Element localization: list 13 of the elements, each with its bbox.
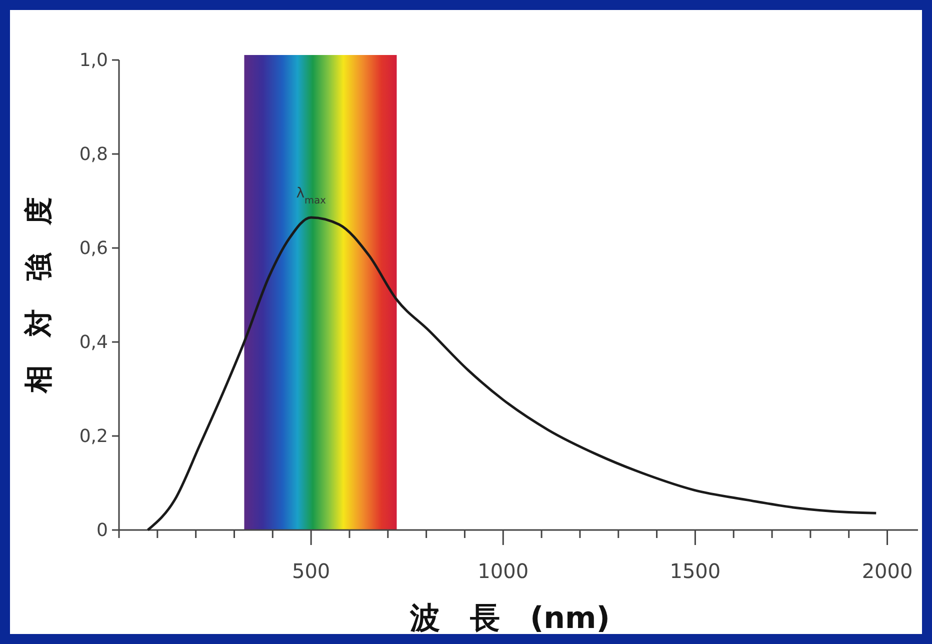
line-series (146, 216, 878, 532)
x-axis-title: 波 長 (nm) (408, 601, 610, 636)
y-tick-label: 1,0 (79, 50, 108, 71)
x-tick-label: 1500 (670, 559, 721, 583)
x-tick-label: 1000 (478, 559, 529, 583)
x-tick-label: 2000 (862, 559, 913, 583)
y-tick-label: 0,4 (79, 332, 108, 353)
x-tick-label: 500 (292, 559, 330, 583)
y-tick-label: 0 (96, 520, 108, 541)
y-tick-label: 0,6 (79, 238, 108, 259)
y-tick-label: 0,2 (79, 426, 108, 447)
y-tick-label: 0,8 (79, 144, 108, 165)
y-axis-title: 相 対 強 度 (22, 197, 55, 394)
